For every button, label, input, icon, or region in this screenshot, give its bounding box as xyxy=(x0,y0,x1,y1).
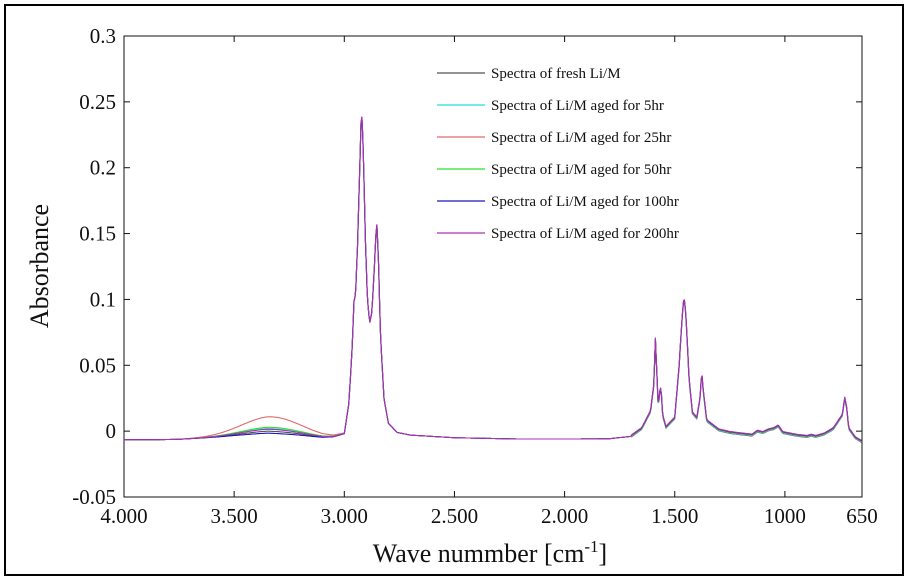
y-tick-label: 0.15 xyxy=(79,222,116,246)
legend-label: Spectra of Li/M aged for 5hr xyxy=(491,98,664,114)
legend-label: Spectra of Li/M aged for 25hr xyxy=(491,130,671,146)
x-tick-label: 3.500 xyxy=(211,504,258,528)
x-axis-label: Wave nummber [cm-1] xyxy=(373,537,607,568)
legend-label: Spectra of Li/M aged for 50hr xyxy=(491,162,671,178)
legend-label: Spectra of Li/M aged for 100hr xyxy=(491,194,679,210)
y-tick-label: -0.05 xyxy=(72,485,116,509)
x-tick-label: 4.000 xyxy=(100,504,147,528)
x-tick-label: 2.000 xyxy=(541,504,588,528)
y-tick-label: 0.05 xyxy=(79,353,116,377)
y-tick-label: 0.2 xyxy=(90,156,116,180)
x-tick-label: 3.000 xyxy=(321,504,368,528)
y-tick-label: 0.1 xyxy=(90,287,116,311)
y-axis-label: Absorbance xyxy=(25,204,54,328)
legend-label: Spectra of fresh Li/M xyxy=(491,66,621,82)
y-tick-label: 0.25 xyxy=(79,90,116,114)
y-tick-label: 0.3 xyxy=(90,24,116,48)
y-tick-label: 0 xyxy=(106,419,117,443)
x-tick-label: 1000 xyxy=(764,504,806,528)
x-tick-label: 650 xyxy=(846,504,878,528)
x-tick-label: 2.500 xyxy=(431,504,478,528)
plot-area xyxy=(123,35,863,498)
series-line xyxy=(124,116,862,441)
x-tick-label: 1.500 xyxy=(651,504,698,528)
legend-label: Spectra of Li/M aged for 200hr xyxy=(491,226,679,242)
